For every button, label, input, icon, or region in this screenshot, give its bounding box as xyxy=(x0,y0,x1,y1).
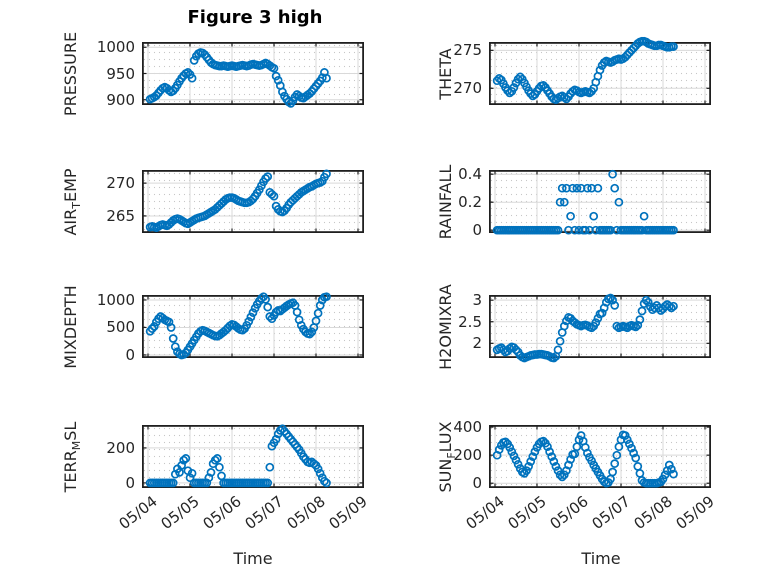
y-tick-label: 270 xyxy=(453,79,482,98)
y-tick-label: 2 xyxy=(472,334,482,353)
x-tick-label: 05/06 xyxy=(546,492,592,534)
y-tick-label: 500 xyxy=(106,318,135,337)
plot-area-theta xyxy=(488,36,711,106)
y-tick-label: 1000 xyxy=(96,38,135,57)
y-tick-label: 0 xyxy=(125,473,135,492)
x-tick-label: 05/07 xyxy=(241,492,287,534)
plot-area-sun_flux xyxy=(488,424,711,489)
y-tick-label: 265 xyxy=(106,206,135,225)
series-terr_msl xyxy=(145,424,331,488)
plot-area-rainfall xyxy=(488,169,711,235)
x-tick-label: 05/04 xyxy=(462,492,508,534)
y-axis-label-terr_msl: TERRMSL xyxy=(61,421,84,492)
y-tick-label: 200 xyxy=(453,446,482,465)
series-theta xyxy=(492,36,678,105)
y-tick-label: 900 xyxy=(106,90,135,109)
series-pressure xyxy=(145,48,331,108)
plot-area-pressure xyxy=(141,41,364,108)
y-tick-label: 3 xyxy=(472,291,482,310)
x-tick-label: 05/05 xyxy=(504,492,550,534)
y-axis-label-sun_flux: SUNFLUX xyxy=(436,421,459,492)
y-tick-label: 275 xyxy=(453,41,482,60)
y-tick-label: 400 xyxy=(453,418,482,437)
y-tick-label: 2.5 xyxy=(458,312,482,331)
y-tick-label: 200 xyxy=(106,438,135,457)
x-tick-label: 05/08 xyxy=(630,492,676,534)
plot-area-terr_msl xyxy=(141,424,364,489)
series-h2omixra xyxy=(492,293,678,363)
x-axis-title-left: Time xyxy=(233,549,273,568)
series-air_temp xyxy=(145,169,331,233)
x-tick-label: 05/04 xyxy=(115,492,161,534)
x-axis-title-right: Time xyxy=(581,549,621,568)
series-rainfall xyxy=(492,169,678,235)
x-tick-label: 05/05 xyxy=(157,492,203,534)
y-tick-label: 0 xyxy=(472,474,482,493)
y-tick-label: 950 xyxy=(106,64,135,83)
y-tick-label: 270 xyxy=(106,174,135,193)
plot-area-h2omixra xyxy=(488,293,711,363)
x-tick-label: 05/07 xyxy=(588,492,634,534)
figure-title: Figure 3 high xyxy=(187,7,323,28)
x-tick-label: 05/09 xyxy=(325,492,371,534)
series-mixdepth xyxy=(145,292,331,360)
y-tick-label: 1000 xyxy=(96,290,135,309)
x-tick-label: 05/08 xyxy=(283,492,329,534)
y-tick-label: 0 xyxy=(472,221,482,240)
x-tick-label: 05/09 xyxy=(672,492,718,534)
plot-area-mixdepth xyxy=(141,292,364,360)
y-tick-label: 0.2 xyxy=(458,193,482,212)
x-tick-label: 05/06 xyxy=(199,492,245,534)
y-tick-label: 0 xyxy=(125,345,135,364)
plot-area-air_temp xyxy=(141,169,364,234)
y-tick-label: 0.4 xyxy=(458,165,482,184)
series-sun_flux xyxy=(492,430,678,488)
